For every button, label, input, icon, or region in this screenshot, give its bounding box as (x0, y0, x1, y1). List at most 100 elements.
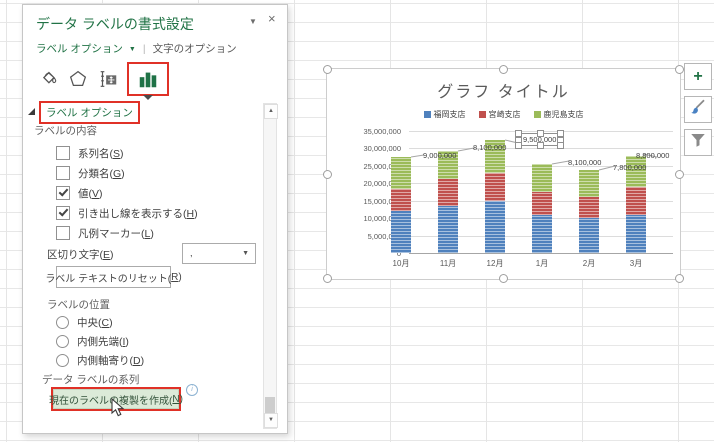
checkbox-icon[interactable] (56, 166, 70, 180)
checkbox-icon[interactable] (56, 146, 70, 160)
chart-handle[interactable] (323, 274, 332, 283)
data-label[interactable]: 8,100,000 (473, 143, 507, 152)
label-options-section-header[interactable]: ラベル オプション (28, 101, 140, 124)
dropdown-arrow-icon[interactable]: ▼ (242, 250, 249, 257)
chart-legend: 福岡支店 宮崎支店 鹿児島支店 (327, 109, 680, 120)
reset-label-text-button[interactable]: ラベル テキストのリセット(R) (45, 266, 182, 288)
radio-label: 内側軸寄り(D) (77, 354, 145, 367)
checkbox-row[interactable]: 凡例マーカー(L) (56, 226, 154, 240)
checkbox-checked-icon[interactable] (56, 186, 70, 200)
data-label[interactable]: 8,100,000 (568, 158, 602, 167)
y-axis-tick-label: 35,000,000 (363, 127, 401, 136)
checkbox-row[interactable]: 値(V) (56, 186, 103, 200)
effects-icon[interactable] (63, 65, 93, 93)
chart-gridline (409, 253, 673, 254)
data-label[interactable]: 7,800,000 (613, 163, 647, 172)
scrollbar-thumb[interactable] (265, 397, 275, 414)
chart-handle[interactable] (499, 65, 508, 74)
radio-label: 中央(C) (77, 316, 113, 329)
radio-icon[interactable] (56, 315, 69, 329)
bar-segment-kagoshima[interactable] (532, 163, 552, 192)
radio-icon[interactable] (56, 353, 69, 367)
x-axis-category-label: 2月 (582, 259, 596, 268)
tab-text-options[interactable]: 文字のオプション (152, 43, 237, 55)
chart-elements-button[interactable]: + (684, 63, 712, 90)
legend-item[interactable]: 福岡支店 (423, 109, 466, 120)
chart-title[interactable]: グラフ タイトル (437, 84, 570, 101)
bar-segment-fukuoka[interactable] (579, 218, 599, 253)
legend-swatch (423, 111, 431, 118)
checkbox-label: 値(V) (78, 187, 103, 200)
selected-tab-pointer (143, 95, 153, 100)
fill-line-icon[interactable] (33, 65, 63, 93)
chart-handle[interactable] (675, 274, 684, 283)
bar-segment-miyazaki[interactable] (485, 172, 505, 201)
checkbox-row[interactable]: 系列名(S) (56, 146, 124, 160)
option-icon-row (33, 62, 169, 96)
radio-icon[interactable] (56, 334, 69, 348)
radio-row[interactable]: 内側軸寄り(D) (56, 353, 144, 367)
separator-label: 区切り文字(E) (47, 249, 114, 261)
checkbox-row[interactable]: 分類名(G) (56, 166, 125, 180)
bar-segment-miyazaki[interactable] (626, 186, 646, 215)
tab-divider: | (142, 42, 146, 55)
legend-label: 鹿児島支店 (543, 110, 584, 119)
label-selection-handle[interactable] (515, 142, 522, 149)
close-icon[interactable]: × (268, 11, 276, 26)
tab-label-options[interactable]: ラベル オプション (36, 43, 123, 55)
data-label-series-group-title: データ ラベルの系列 (42, 374, 140, 386)
scroll-up-icon[interactable]: ▲ (264, 104, 278, 119)
data-label[interactable]: 8,800,000 (636, 151, 670, 160)
checkbox-checked-icon[interactable] (56, 206, 70, 220)
bar-segment-kagoshima[interactable] (438, 150, 458, 179)
bar-segment-miyazaki[interactable] (532, 192, 552, 215)
tab-dropdown-icon[interactable]: ▼ (128, 45, 136, 53)
size-properties-icon[interactable] (93, 65, 123, 93)
chart-handle[interactable] (323, 65, 332, 74)
radio-row[interactable]: 内側先端(I) (56, 334, 129, 348)
data-label[interactable]: 9,000,000 (423, 151, 457, 160)
bar-segment-fukuoka[interactable] (438, 205, 458, 253)
label-options-chart-icon[interactable] (127, 62, 169, 96)
pane-scrollbar[interactable]: ▲ ▼ (263, 103, 278, 429)
checkbox-icon[interactable] (56, 226, 70, 240)
checkbox-label: 系列名(S) (78, 147, 124, 160)
label-selection-handle[interactable] (536, 130, 544, 137)
y-axis-tick-label: 20,000,000 (363, 179, 401, 189)
x-axis-category-label: 12月 (486, 259, 504, 268)
bar-segment-miyazaki[interactable] (438, 178, 458, 206)
radio-row[interactable]: 中央(C) (56, 315, 113, 329)
bar-segment-fukuoka[interactable] (391, 211, 411, 253)
y-axis-tick-label: 0 (396, 249, 401, 258)
legend-item[interactable]: 鹿児島支店 (533, 109, 584, 120)
bar-segment-fukuoka[interactable] (532, 214, 552, 253)
section-header-label: ラベル オプション (39, 101, 140, 124)
bar-segment-fukuoka[interactable] (485, 200, 505, 253)
chart-handle[interactable] (675, 170, 684, 179)
bar-segment-miyazaki[interactable] (579, 197, 599, 219)
checkbox-row[interactable]: 引き出し線を表示する(H) (56, 206, 198, 220)
bar-segment-fukuoka[interactable] (626, 214, 646, 253)
chart-handle[interactable] (675, 65, 684, 74)
data-label-selected[interactable]: 9,500,000 (515, 130, 565, 149)
bar-segment-kagoshima[interactable] (579, 170, 599, 198)
pane-menu-chevron-icon[interactable]: ▼ (249, 17, 257, 26)
collapse-triangle-icon[interactable] (28, 108, 35, 115)
bar-segment-miyazaki[interactable] (391, 188, 411, 212)
info-icon[interactable]: i (186, 384, 198, 396)
separator-dropdown[interactable]: , ▼ (182, 243, 256, 264)
chart-frame[interactable]: グラフ タイトル 福岡支店 宮崎支店 鹿児島支店 0 5,000,000 10,000,… (323, 65, 684, 283)
chart-handle[interactable] (323, 170, 332, 179)
bar-segment-kagoshima[interactable] (626, 156, 646, 187)
bar-segment-kagoshima[interactable] (391, 157, 411, 189)
legend-swatch (533, 111, 541, 118)
label-selection-handle[interactable] (536, 142, 544, 149)
label-selection-handle[interactable] (557, 142, 565, 149)
pane-tabs: ラベル オプション ▼ | 文字のオプション (36, 41, 237, 56)
chart-filters-button[interactable] (684, 129, 712, 156)
chart-styles-button[interactable] (684, 96, 712, 123)
scroll-down-icon[interactable]: ▼ (264, 413, 278, 428)
bar-segment-kagoshima[interactable] (485, 139, 505, 173)
legend-item[interactable]: 宮崎支店 (478, 109, 521, 120)
chart-handle[interactable] (499, 274, 508, 283)
